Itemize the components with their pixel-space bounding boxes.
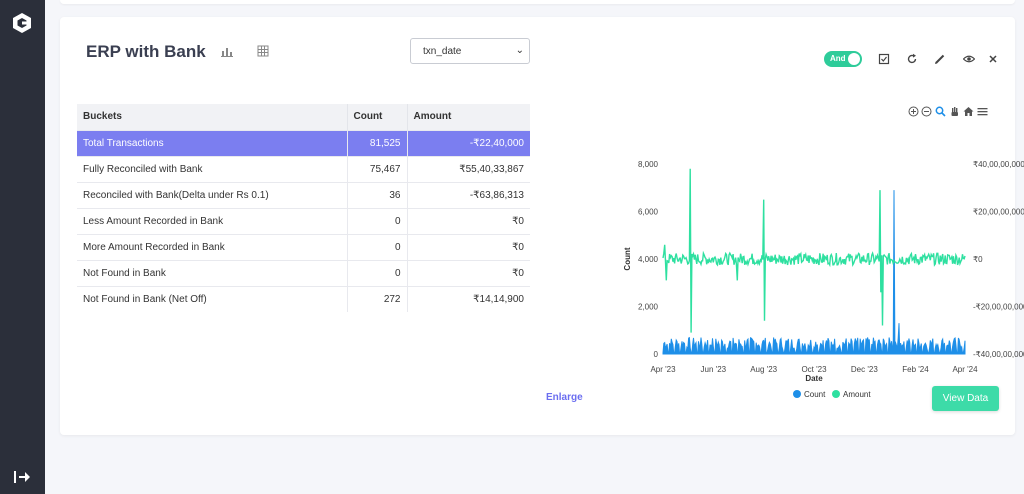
report-card: ERP with Bank txn_date ⌄ And xyxy=(60,17,1024,435)
bucket-cell: Fully Reconciled with Bank xyxy=(77,155,348,182)
x-tick-label: Oct '23 xyxy=(801,365,827,374)
y-left-tick-label: 8,000 xyxy=(638,160,659,169)
legend-count-label: Count xyxy=(804,390,826,399)
table-header-row: Buckets Count Amount xyxy=(77,104,530,130)
header-count[interactable]: Count xyxy=(347,104,408,130)
legend-amount-label: Amount xyxy=(843,390,871,399)
x-tick-label: Aug '23 xyxy=(750,365,777,374)
column-select-value: txn_date xyxy=(423,46,462,57)
count-cell: 81,525 xyxy=(347,129,408,156)
x-tick-label: Feb '24 xyxy=(902,365,929,374)
x-tick-label: Dec '23 xyxy=(851,365,878,374)
toggle-label: And xyxy=(830,54,846,63)
card-title: ERP with Bank xyxy=(86,42,206,61)
chart: 0 2,000 4,000 6,000 8,000 ₹40,00,00,000 ₹20,00… xyxy=(623,160,1024,399)
bucket-cell: More Amount Recorded in Bank xyxy=(77,233,348,260)
x-tick-label: Apr '24 xyxy=(952,365,978,374)
zoom-out-icon[interactable] xyxy=(921,106,932,117)
legend-amount-marker xyxy=(832,390,840,398)
magnify-icon[interactable] xyxy=(935,106,946,117)
y-left-tick-label: 2,000 xyxy=(638,303,659,312)
x-tick-label: Apr '23 xyxy=(650,365,676,374)
menu-icon[interactable] xyxy=(977,106,988,117)
and-toggle[interactable]: And xyxy=(824,51,862,67)
count-cell: 0 xyxy=(347,259,408,286)
check-square-icon[interactable] xyxy=(878,53,890,65)
count-cell: 0 xyxy=(347,207,408,234)
toggle-knob xyxy=(848,53,860,65)
bar-chart-icon[interactable] xyxy=(220,44,234,58)
bucket-cell: Total Transactions xyxy=(77,129,348,156)
y-left-tick-label: 0 xyxy=(654,350,659,359)
enlarge-link[interactable]: Enlarge xyxy=(546,392,583,403)
series-amount-line xyxy=(662,168,966,333)
home-icon[interactable] xyxy=(963,106,974,117)
series-count-area xyxy=(662,190,966,355)
previous-card-edge xyxy=(60,0,1015,4)
y-right-tick-label: ₹0 xyxy=(973,255,983,264)
view-data-button[interactable]: View Data xyxy=(932,386,999,411)
sidebar xyxy=(0,0,45,494)
count-cell: 36 xyxy=(347,181,408,208)
header-buckets[interactable]: Buckets xyxy=(77,104,348,130)
eye-icon[interactable] xyxy=(963,53,975,65)
buckets-table: Buckets Count Amount Total Transactions … xyxy=(77,104,530,312)
table-row[interactable]: Not Found in Bank (Net Off) 272 ₹14,14,9… xyxy=(77,285,530,312)
y-right-tick-label: ₹40,00,00,000 xyxy=(973,160,1024,169)
bucket-cell: Not Found in Bank (Net Off) xyxy=(77,285,348,312)
count-cell: 272 xyxy=(347,285,408,312)
amount-cell: ₹0 xyxy=(407,233,530,260)
y-right-tick-label: -₹20,00,00,000 xyxy=(973,303,1024,312)
table-row[interactable]: Reconciled with Bank(Delta under Rs 0.1)… xyxy=(77,181,530,208)
y-left-tick-label: 6,000 xyxy=(638,208,659,217)
table-row[interactable]: Not Found in Bank 0 ₹0 xyxy=(77,259,530,286)
bucket-cell: Less Amount Recorded in Bank xyxy=(77,207,348,234)
column-select[interactable]: txn_date ⌄ xyxy=(410,38,530,64)
amount-cell: ₹0 xyxy=(407,259,530,286)
amount-cell: ₹0 xyxy=(407,207,530,234)
pencil-icon[interactable] xyxy=(934,53,946,65)
amount-cell: -₹22,40,000 xyxy=(407,129,530,156)
table-row[interactable]: Total Transactions 81,525 -₹22,40,000 xyxy=(77,129,530,156)
x-axis-title: Date xyxy=(805,374,823,383)
y-left-tick-label: 4,000 xyxy=(638,255,659,264)
pan-icon[interactable] xyxy=(949,106,960,117)
zoom-in-icon[interactable] xyxy=(908,106,919,117)
logo-icon[interactable] xyxy=(11,12,33,34)
y-left-axis-title: Count xyxy=(623,247,632,270)
chevron-down-icon: ⌄ xyxy=(515,45,524,56)
amount-cell: ₹14,14,900 xyxy=(407,285,530,312)
exit-icon[interactable] xyxy=(12,468,32,486)
grid-icon[interactable] xyxy=(256,44,270,58)
refresh-icon[interactable] xyxy=(906,53,918,65)
header-amount[interactable]: Amount xyxy=(407,104,530,130)
bucket-cell: Not Found in Bank xyxy=(77,259,348,286)
table-row[interactable]: Less Amount Recorded in Bank 0 ₹0 xyxy=(77,207,530,234)
count-cell: 0 xyxy=(347,233,408,260)
table-row[interactable]: More Amount Recorded in Bank 0 ₹0 xyxy=(77,233,530,260)
count-cell: 75,467 xyxy=(347,155,408,182)
amount-cell: -₹63,86,313 xyxy=(407,181,530,208)
y-right-tick-label: ₹20,00,00,000 xyxy=(973,208,1024,217)
close-icon[interactable] xyxy=(987,53,999,65)
amount-cell: ₹55,40,33,867 xyxy=(407,155,530,182)
chart-container: 0 2,000 4,000 6,000 8,000 ₹40,00,00,000 ₹20,00… xyxy=(618,152,1024,402)
legend-count-marker xyxy=(793,390,801,398)
table-row[interactable]: Fully Reconciled with Bank 75,467 ₹55,40… xyxy=(77,155,530,182)
y-right-tick-label: -₹40,00,00,000 xyxy=(973,350,1024,359)
bucket-cell: Reconciled with Bank(Delta under Rs 0.1) xyxy=(77,181,348,208)
x-tick-label: Jun '23 xyxy=(701,365,727,374)
